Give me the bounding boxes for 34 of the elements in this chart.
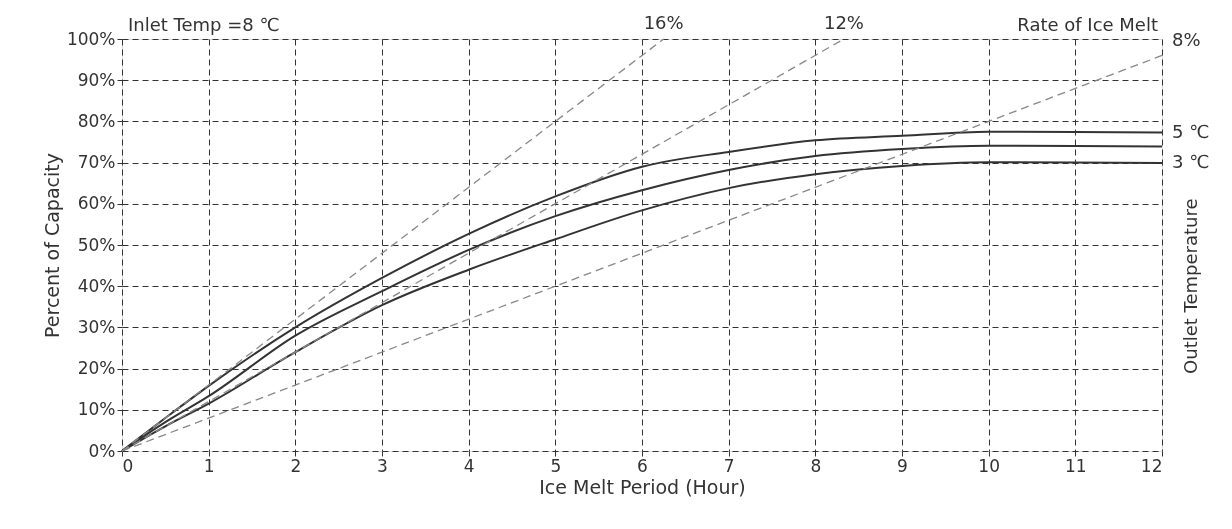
y-tick-label: 20% [77, 358, 116, 379]
x-tick-label: 5 [550, 455, 562, 476]
x-tick-label: 11 [1065, 455, 1087, 476]
x-tick-label: 9 [897, 455, 908, 476]
x-tick-label: 4 [463, 455, 475, 476]
text: Rate of Ice Melt [1017, 14, 1158, 35]
y2-axis-title: Outlet Temperature [1180, 198, 1201, 374]
x-tick-label: 12 [1140, 455, 1163, 476]
x-tick-label: 1 [203, 455, 215, 476]
y-tick-label: 60% [77, 193, 116, 214]
x-tick-label: 7 [723, 455, 735, 476]
y-axis-title: Percent of Capacity [40, 153, 63, 338]
y-tick-label: 0% [88, 440, 116, 461]
x-tick-label: 10 [978, 455, 1000, 476]
y-tick-label: 70% [77, 152, 116, 173]
y-tick-label: 50% [77, 234, 116, 255]
x-tick-label: 8 [810, 455, 822, 476]
x-tick-label: 3 [377, 455, 388, 476]
y-tick-label: 40% [77, 275, 116, 296]
x-tick-label: 2 [290, 455, 302, 476]
text: Inlet Temp =8 ℃ [128, 14, 280, 35]
series-label: 12% [823, 12, 864, 33]
x-tick-label: 0 [122, 455, 134, 476]
y-tick-label: 100% [66, 28, 116, 49]
y-tick-label: 90% [77, 69, 116, 90]
y-tick-label: 10% [77, 399, 116, 420]
y-tick-label: 30% [77, 316, 116, 337]
series-label: 5 ℃ [1172, 120, 1210, 142]
series-label: 3 ℃ [1172, 151, 1210, 173]
series-label: 8% [1172, 29, 1201, 51]
x-tick-label: 6 [637, 455, 648, 476]
y-tick-label: 80% [77, 110, 116, 131]
series-label: 16% [643, 12, 684, 33]
x-axis-title: Ice Melt Period (Hour) [539, 475, 746, 498]
